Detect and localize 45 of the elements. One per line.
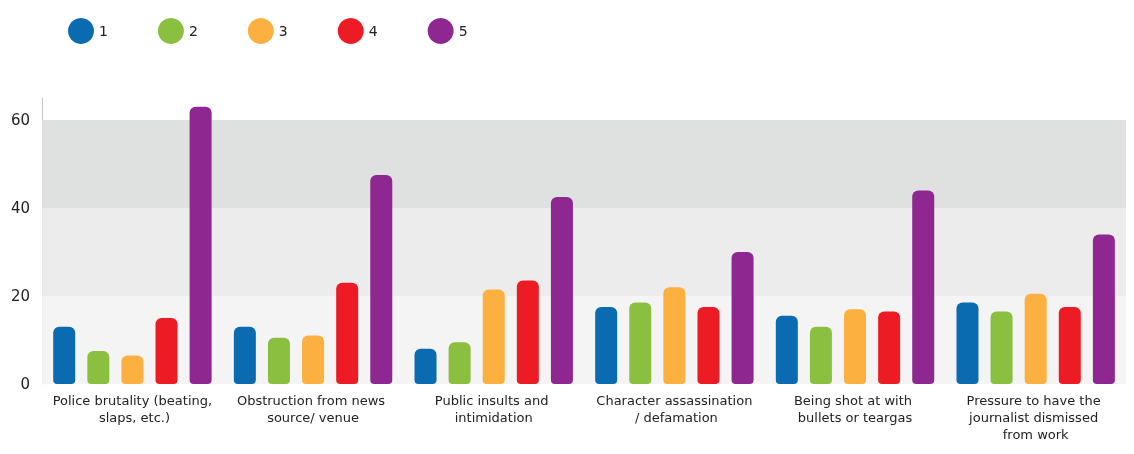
bar [155, 318, 178, 384]
bar [878, 311, 901, 384]
x-tick-label: Pressure to have the journalist dismissed from work [966, 393, 1105, 442]
bar [370, 175, 393, 384]
bar [595, 307, 618, 384]
x-tick-label: Being shot at with bullets or teargas [793, 393, 917, 425]
bar [663, 287, 686, 384]
x-tick-label: Character assassination / defamation [596, 393, 753, 425]
bar [233, 326, 256, 384]
bar [87, 351, 110, 384]
bar [629, 302, 652, 384]
bar [956, 302, 979, 384]
bar [775, 315, 798, 384]
bar [302, 335, 325, 384]
bar [731, 252, 754, 384]
bar [1092, 234, 1115, 384]
bar [697, 307, 720, 384]
bar [516, 280, 539, 384]
x-tick-label: Public insults and intimidation [434, 393, 553, 425]
bar [267, 337, 290, 384]
bar [1058, 307, 1081, 384]
bar [990, 311, 1013, 384]
legend-label: 2 [188, 23, 198, 39]
y-tick-label: 20 [10, 287, 31, 305]
legend-label: 1 [99, 23, 108, 39]
x-tick-label: Obstruction from news source/ venue [236, 393, 390, 425]
y-tick-label: 60 [10, 111, 31, 129]
legend-label: 5 [458, 23, 468, 39]
bar [1024, 293, 1047, 384]
bar [844, 309, 867, 384]
y-tick-label: 40 [10, 199, 31, 217]
bar [121, 355, 144, 384]
bar [809, 326, 832, 384]
bar [448, 342, 471, 384]
bar [53, 326, 76, 384]
legend-label: 3 [278, 23, 288, 39]
bar [189, 106, 212, 384]
y-tick-label: 0 [20, 375, 31, 393]
bar [482, 289, 505, 384]
bar [336, 282, 359, 384]
bar [550, 197, 573, 384]
x-tick-label: Police brutality (beating, slaps, etc.) [52, 393, 213, 425]
bar [912, 190, 935, 384]
bar [414, 348, 437, 384]
legend-label: 4 [368, 23, 378, 39]
